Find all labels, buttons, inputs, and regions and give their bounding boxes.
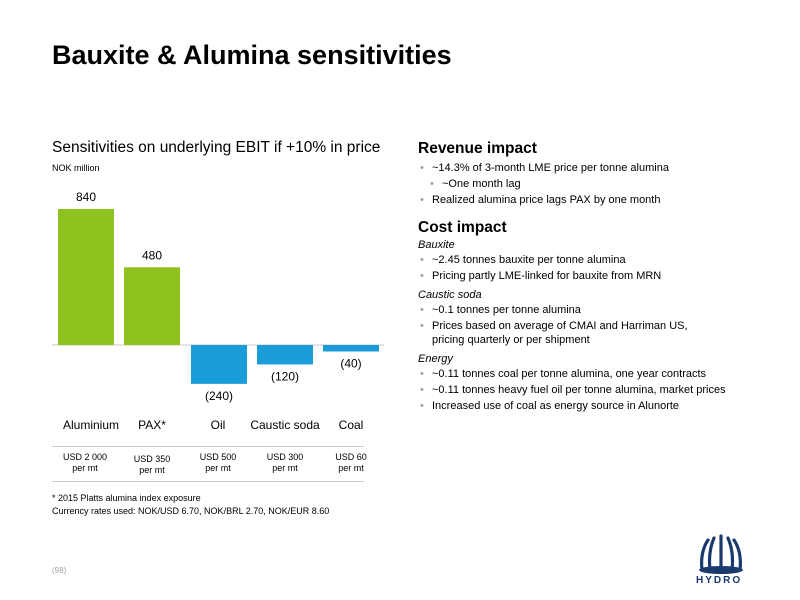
list-item: Realized alumina price lags PAX by one m… bbox=[418, 193, 758, 207]
bar-oil bbox=[191, 345, 247, 384]
list-item: ~0.11 tonnes coal per tonne alumina, one… bbox=[418, 367, 758, 381]
logo-wordmark: HYDRO bbox=[696, 575, 743, 586]
page-number: (98) bbox=[52, 566, 67, 575]
price-assumption-coal: USD 60 per mt bbox=[335, 452, 367, 473]
energy-subheading: Energy bbox=[418, 353, 453, 365]
category-label-oil: Oil bbox=[210, 418, 226, 432]
price-assumption-caustic-soda: USD 300 per mt bbox=[266, 452, 304, 473]
category-label-coal: Coal bbox=[338, 418, 364, 432]
caustic-soda-list: ~0.1 tonnes per tonne alumina Prices bas… bbox=[418, 303, 758, 347]
revenue-impact-list: ~14.3% of 3-month LME price per tonne al… bbox=[418, 161, 758, 207]
data-label: (40) bbox=[340, 356, 361, 370]
divider bbox=[52, 446, 364, 447]
list-item: Pricing partly LME-linked for bauxite fr… bbox=[418, 269, 758, 283]
caustic-soda-subheading: Caustic soda bbox=[418, 289, 482, 301]
list-item: ~0.1 tonnes per tonne alumina bbox=[418, 303, 758, 317]
footnote-pax: * 2015 Platts alumina index exposure bbox=[52, 493, 201, 503]
list-item: Increased use of coal as energy source i… bbox=[418, 399, 758, 413]
list-item: ~One month lag bbox=[418, 177, 758, 191]
data-label: (240) bbox=[205, 389, 233, 403]
list-item: Prices based on average of CMAI and Harr… bbox=[418, 319, 722, 347]
cost-impact-heading: Cost impact bbox=[418, 219, 507, 236]
hydro-logo-icon bbox=[699, 534, 743, 574]
impact-panel: Revenue impact ~14.3% of 3-month LME pri… bbox=[418, 140, 758, 415]
data-label: 480 bbox=[142, 248, 162, 262]
category-label-aluminium: Aluminium bbox=[62, 418, 119, 432]
price-assumption-pax: USD 350 per mt bbox=[133, 454, 171, 475]
list-item: ~14.3% of 3-month LME price per tonne al… bbox=[418, 161, 758, 175]
divider bbox=[52, 481, 364, 482]
price-assumption-oil: USD 500 per mt bbox=[199, 452, 237, 473]
bar-pax bbox=[124, 267, 180, 345]
list-item: ~2.45 tonnes bauxite per tonne alumina bbox=[418, 253, 758, 267]
footnote-currency: Currency rates used: NOK/USD 6.70, NOK/B… bbox=[52, 506, 330, 516]
bar-coal bbox=[323, 345, 379, 352]
data-label: (120) bbox=[271, 369, 299, 383]
list-item: ~0.11 tonnes heavy fuel oil per tonne al… bbox=[418, 383, 758, 397]
chart-unit-label: NOK million bbox=[52, 163, 100, 173]
bauxite-list: ~2.45 tonnes bauxite per tonne alumina P… bbox=[418, 253, 758, 283]
chart-heading: Sensitivities on underlying EBIT if +10%… bbox=[52, 139, 381, 156]
bar-caustic-soda bbox=[257, 345, 313, 365]
revenue-impact-heading: Revenue impact bbox=[418, 140, 537, 157]
data-label: 840 bbox=[76, 190, 96, 204]
slide-title: Bauxite & Alumina sensitivities bbox=[52, 40, 452, 70]
bar-aluminium bbox=[58, 209, 114, 345]
category-label-pax: PAX* bbox=[138, 418, 166, 432]
energy-list: ~0.11 tonnes coal per tonne alumina, one… bbox=[418, 367, 758, 413]
bauxite-subheading: Bauxite bbox=[418, 239, 455, 251]
price-assumption-aluminium: USD 2 000 per mt bbox=[62, 452, 108, 473]
category-label-caustic-soda: Caustic soda bbox=[250, 418, 320, 432]
